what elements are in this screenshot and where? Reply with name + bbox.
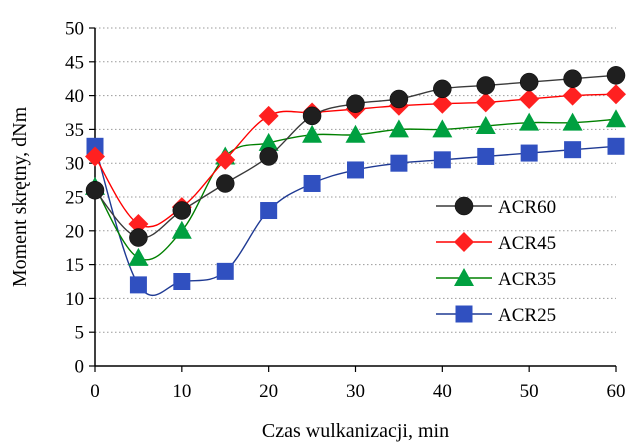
y-tick-label: 40 bbox=[65, 86, 84, 107]
y-axis-title: Moment skrętny, dNm bbox=[9, 106, 31, 287]
legend-label: ACR45 bbox=[498, 233, 556, 254]
x-tick-label: 50 bbox=[520, 381, 539, 402]
x-tick-label: 0 bbox=[90, 381, 100, 402]
x-tick-label: 40 bbox=[433, 381, 452, 402]
data-point bbox=[345, 124, 366, 143]
y-axis-ticks: 0 5 10 15 20 25 30 35 40 45 50 bbox=[65, 19, 95, 378]
data-point bbox=[562, 85, 583, 106]
legend-label: ACR60 bbox=[498, 197, 556, 218]
data-point bbox=[303, 174, 321, 192]
x-tick-label: 20 bbox=[259, 381, 278, 402]
y-tick-label: 25 bbox=[65, 188, 84, 209]
data-point bbox=[302, 106, 322, 126]
y-tick-label: 5 bbox=[75, 323, 85, 344]
y-tick-label: 10 bbox=[65, 289, 84, 310]
data-point bbox=[216, 262, 234, 280]
data-point bbox=[607, 137, 625, 155]
data-point bbox=[86, 137, 104, 155]
legend-marker bbox=[455, 305, 473, 323]
data-point bbox=[172, 201, 192, 220]
series-acr60 bbox=[85, 66, 626, 247]
data-point bbox=[564, 141, 582, 159]
data-point bbox=[477, 147, 495, 165]
data-point bbox=[258, 105, 279, 126]
data-point bbox=[433, 79, 452, 99]
data-point bbox=[562, 112, 583, 131]
data-point bbox=[433, 151, 451, 169]
data-point bbox=[216, 174, 235, 193]
legend-label: ACR25 bbox=[498, 305, 556, 326]
y-tick-label: 35 bbox=[65, 120, 84, 141]
data-point bbox=[563, 69, 582, 88]
x-tick-label: 60 bbox=[607, 381, 626, 402]
data-point bbox=[390, 154, 408, 172]
data-point bbox=[171, 220, 192, 239]
data-point bbox=[520, 144, 538, 162]
legend-marker bbox=[454, 196, 474, 216]
y-tick-label: 30 bbox=[65, 154, 84, 175]
legend-label: ACR35 bbox=[498, 269, 556, 290]
series-acr25 bbox=[86, 137, 625, 297]
data-point bbox=[302, 124, 323, 143]
data-point bbox=[85, 146, 105, 167]
data-point bbox=[128, 247, 149, 266]
data-point bbox=[128, 214, 149, 235]
series-layer bbox=[85, 66, 626, 297]
data-point bbox=[129, 276, 147, 294]
legend-item: ACR60 bbox=[436, 196, 556, 218]
y-tick-label: 0 bbox=[75, 357, 85, 378]
x-tick-label: 10 bbox=[172, 381, 191, 402]
y-tick-label: 50 bbox=[65, 19, 84, 40]
legend-marker bbox=[454, 268, 474, 286]
legend-item: ACR35 bbox=[436, 268, 556, 290]
data-point bbox=[475, 116, 496, 135]
x-axis-title: Czas wulkanizacji, min bbox=[262, 420, 449, 442]
data-point bbox=[475, 92, 496, 113]
data-point bbox=[432, 93, 453, 114]
data-point bbox=[432, 119, 453, 138]
data-point bbox=[606, 66, 626, 85]
data-point bbox=[347, 161, 364, 179]
data-point bbox=[606, 109, 626, 128]
data-point bbox=[85, 180, 105, 200]
data-point bbox=[388, 119, 409, 138]
legend-marker bbox=[454, 232, 474, 252]
y-tick-label: 15 bbox=[65, 255, 84, 276]
data-point bbox=[346, 94, 365, 113]
data-point bbox=[519, 88, 540, 109]
legend: ACR60 ACR45 ACR35 ACR25 bbox=[436, 196, 556, 326]
y-tick-label: 20 bbox=[65, 221, 84, 242]
data-point bbox=[606, 84, 626, 105]
data-point bbox=[389, 89, 409, 109]
data-point bbox=[129, 228, 148, 247]
data-point bbox=[173, 273, 191, 290]
x-tick-label: 30 bbox=[346, 381, 365, 402]
data-point bbox=[258, 132, 279, 151]
data-point bbox=[215, 149, 236, 170]
legend-item: ACR25 bbox=[436, 305, 556, 326]
data-point bbox=[259, 147, 278, 166]
data-point bbox=[476, 76, 495, 95]
legend-item: ACR45 bbox=[436, 232, 556, 254]
x-axis-ticks: 0 10 20 30 40 50 60 bbox=[90, 366, 626, 402]
data-point bbox=[519, 72, 539, 92]
data-point bbox=[519, 112, 540, 131]
y-tick-label: 45 bbox=[65, 52, 84, 73]
data-point bbox=[260, 202, 278, 220]
